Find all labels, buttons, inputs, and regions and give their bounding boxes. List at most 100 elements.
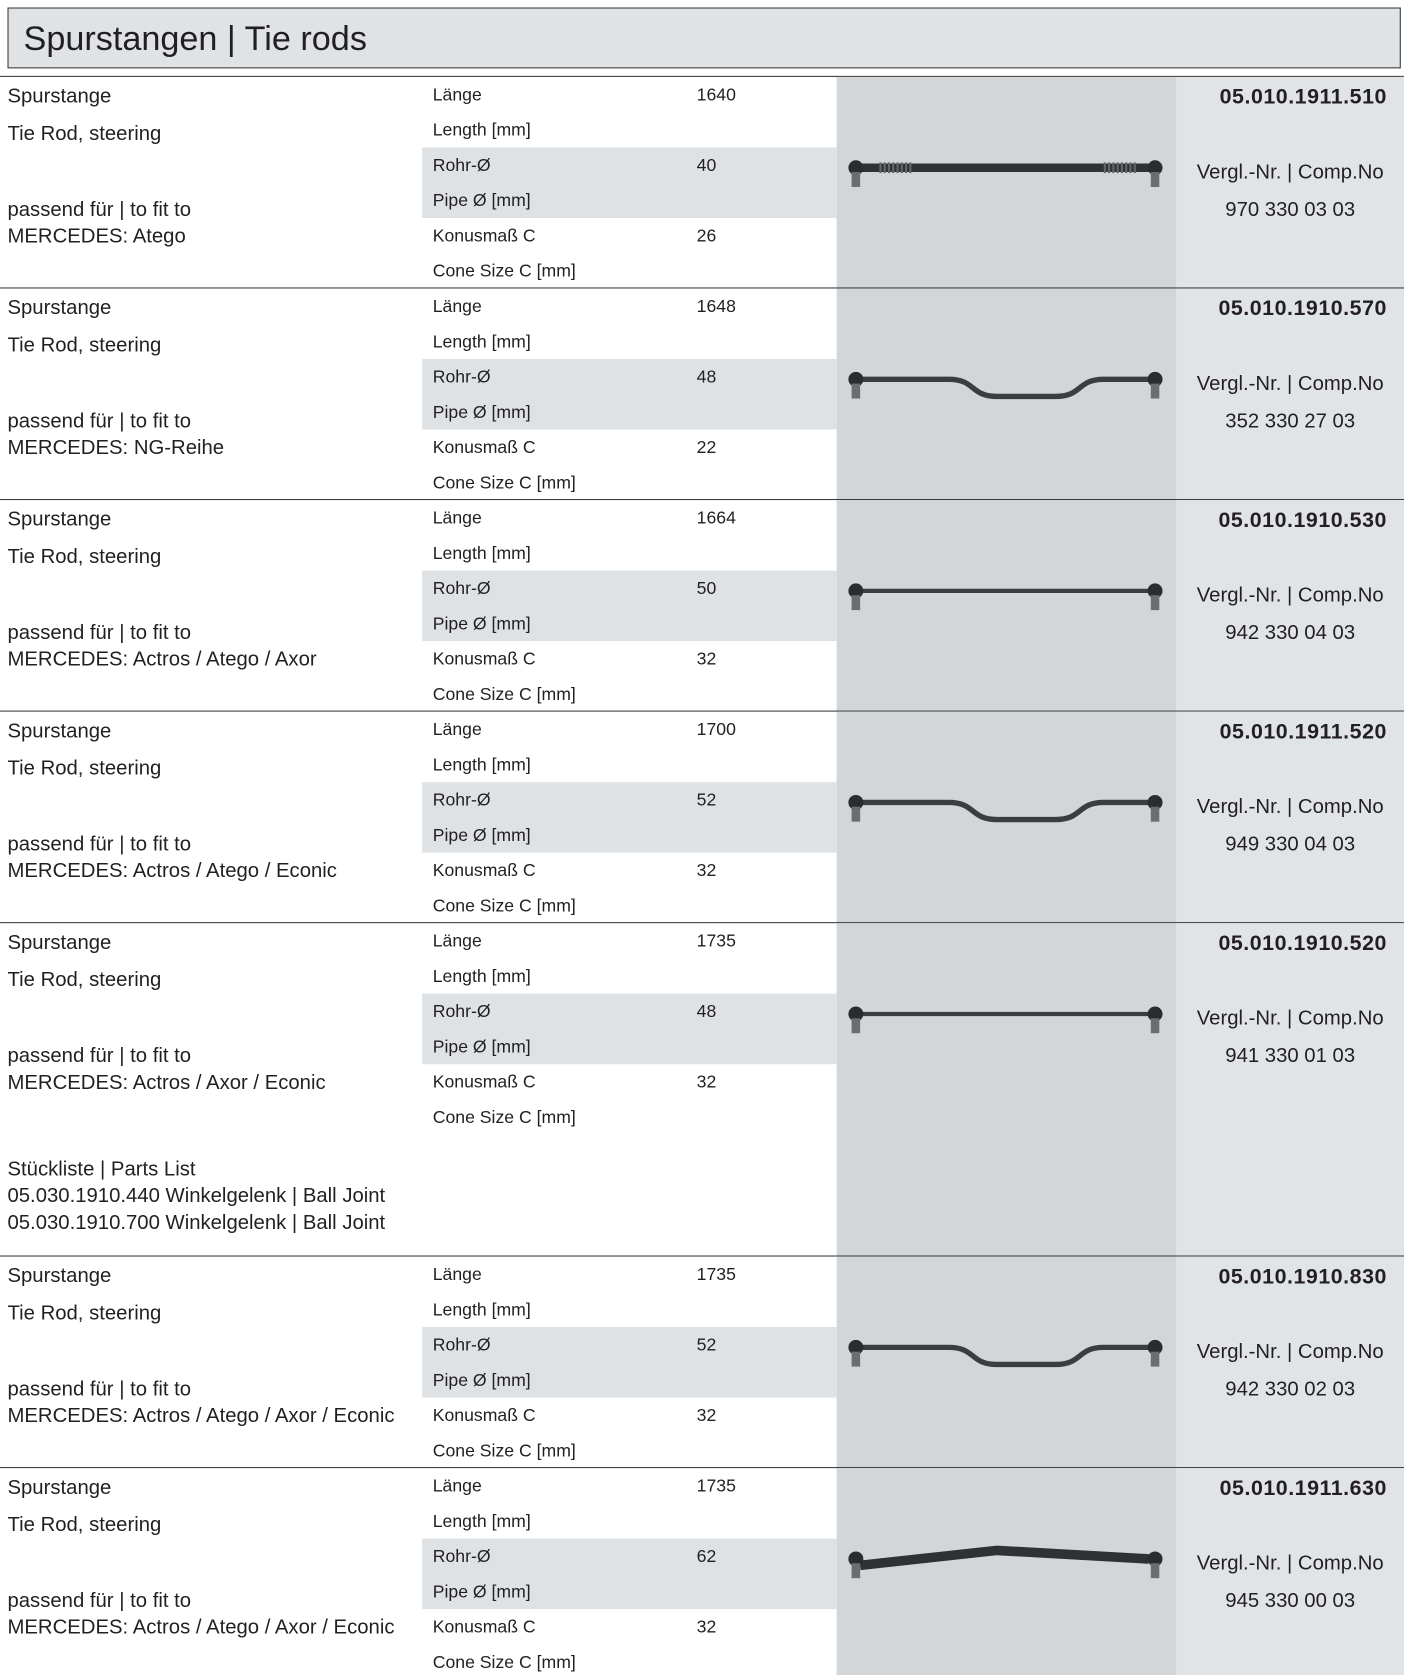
comp-number: 949 330 04 03 [1225, 833, 1356, 856]
product-row: Spurstange Tie Rod, steering passend für |… [0, 922, 1404, 1257]
name-en: Tie Rod, steering [7, 1514, 162, 1537]
product-row: Spurstange Tie Rod, steering passend für |… [0, 498, 1404, 712]
spec-value: 32 [696, 649, 717, 669]
spec-label-de: Rohr-Ø [432, 156, 491, 176]
comp-number: 352 330 27 03 [1225, 410, 1356, 433]
name-de: Spurstange [7, 1476, 112, 1500]
spec-label-en: Length [mm] [432, 1511, 531, 1532]
name-de: Spurstange [7, 508, 112, 532]
comp-number: 941 330 01 03 [1225, 1044, 1356, 1068]
spec-label-en: Cone Size C [mm] [432, 1441, 576, 1461]
comp-label: Vergl.-Nr. | Comp.No [1196, 1007, 1384, 1031]
number-column [1176, 288, 1404, 501]
tie-rod-image [848, 1545, 1163, 1579]
fit-label: passend für | to fit to [7, 833, 192, 856]
fit-vehicle: MERCEDES: Actros / Atego / Axor / Econic [7, 1405, 395, 1428]
spec-value: 48 [696, 1002, 717, 1022]
name-de: Spurstange [7, 85, 112, 108]
image-column [836, 923, 1177, 1257]
fit-label: passend für | to fit to [7, 410, 192, 433]
fit-vehicle: MERCEDES: Actros / Atego / Axor [7, 648, 317, 672]
spec-band [422, 147, 837, 218]
spec-value: 62 [696, 1547, 717, 1567]
spec-value: 1640 [696, 85, 736, 105]
spec-value: 32 [696, 1617, 717, 1637]
spec-label-de: Rohr-Ø [432, 1547, 491, 1567]
spec-label-en: Pipe Ø [mm] [432, 1582, 531, 1602]
number-column [1176, 500, 1404, 712]
parts-list-item: 05.030.1910.700 Winkelgelenk | Ball Join… [7, 1211, 386, 1235]
product-row: Spurstange Tie Rod, steering passend für |… [0, 1255, 1404, 1469]
spec-band [422, 570, 837, 642]
spec-value: 26 [696, 226, 717, 246]
spec-label-en: Length [mm] [432, 966, 531, 987]
spec-label-en: Pipe Ø [mm] [432, 1370, 531, 1391]
spec-label-en: Pipe Ø [mm] [432, 402, 531, 423]
spec-label-de: Länge [432, 931, 482, 951]
spec-value: 1735 [696, 1265, 736, 1285]
spec-label-de: Länge [432, 297, 482, 317]
spec-label-en: Cone Size C [mm] [432, 473, 576, 493]
name-en: Tie Rod, steering [7, 122, 162, 146]
spec-band [422, 993, 837, 1065]
spec-label-de: Konusmaß C [432, 226, 536, 246]
comp-label: Vergl.-Nr. | Comp.No [1196, 372, 1384, 396]
spec-label-en: Cone Size C [mm] [432, 896, 576, 916]
fit-vehicle: MERCEDES: Actros / Atego / Axor / Econic [7, 1616, 395, 1640]
spec-label-en: Pipe Ø [mm] [432, 191, 531, 211]
name-en: Tie Rod, steering [7, 757, 162, 781]
spec-value: 1735 [696, 1476, 736, 1496]
spec-label-de: Länge [432, 508, 482, 528]
fit-label: passend für | to fit to [7, 1378, 192, 1401]
comp-number: 942 330 02 03 [1225, 1378, 1356, 1401]
fit-label: passend für | to fit to [7, 621, 192, 645]
spec-value: 40 [696, 156, 717, 176]
fit-vehicle: MERCEDES: Atego [7, 225, 186, 248]
spec-value: 32 [696, 1072, 717, 1093]
spec-value: 52 [696, 1335, 717, 1355]
spec-label-en: Cone Size C [mm] [432, 1652, 576, 1673]
spec-label-de: Rohr-Ø [432, 1002, 491, 1022]
spec-label-de: Länge [432, 85, 482, 105]
comp-label: Vergl.-Nr. | Comp.No [1196, 584, 1384, 607]
comp-label: Vergl.-Nr. | Comp.No [1196, 1552, 1384, 1575]
comp-number: 942 330 04 03 [1225, 621, 1356, 645]
part-number: 05.010.1910.570 [1218, 297, 1387, 321]
name-de: Spurstange [7, 720, 112, 743]
spec-label-en: Length [mm] [432, 332, 531, 352]
parts-list-title: Stückliste | Parts List [7, 1158, 196, 1181]
parts-list-item: 05.030.1910.440 Winkelgelenk | Ball Join… [7, 1184, 386, 1208]
spec-label-de: Länge [432, 720, 482, 740]
fit-label: passend für | to fit to [7, 1044, 192, 1068]
spec-label-en: Length [mm] [432, 120, 531, 140]
spec-label-en: Length [mm] [432, 1300, 531, 1320]
spec-label-de: Konusmaß C [432, 861, 536, 881]
spec-value: 1664 [696, 508, 736, 528]
spec-label-en: Cone Size C [mm] [432, 261, 576, 282]
tie-rod-image [848, 160, 1163, 187]
spec-label-de: Länge [432, 1265, 482, 1285]
name-de: Spurstange [7, 1265, 112, 1288]
product-row: Spurstange Tie Rod, steering passend für |… [0, 710, 1404, 924]
spec-label-de: Konusmaß C [432, 1406, 536, 1426]
name-en: Tie Rod, steering [7, 546, 162, 569]
spec-value: 48 [696, 367, 717, 387]
name-en: Tie Rod, steering [7, 1302, 162, 1325]
image-column [836, 711, 1177, 924]
spec-label-en: Length [mm] [432, 543, 531, 564]
spec-label-en: Pipe Ø [mm] [432, 614, 531, 634]
name-en: Tie Rod, steering [7, 334, 162, 357]
name-de: Spurstange [7, 931, 112, 955]
fit-vehicle: MERCEDES: Actros / Axor / Econic [7, 1071, 326, 1095]
spec-label-de: Konusmaß C [432, 1617, 536, 1637]
tie-rod-image [848, 1006, 1163, 1034]
tie-rod-image [848, 371, 1163, 400]
fit-vehicle: MERCEDES: Actros / Atego / Econic [7, 860, 337, 883]
spec-band [422, 782, 837, 853]
spec-value: 1648 [696, 297, 736, 317]
spec-band [422, 359, 837, 430]
image-column [836, 1468, 1177, 1675]
comp-label: Vergl.-Nr. | Comp.No [1196, 1340, 1384, 1364]
name-de: Spurstange [7, 297, 112, 320]
